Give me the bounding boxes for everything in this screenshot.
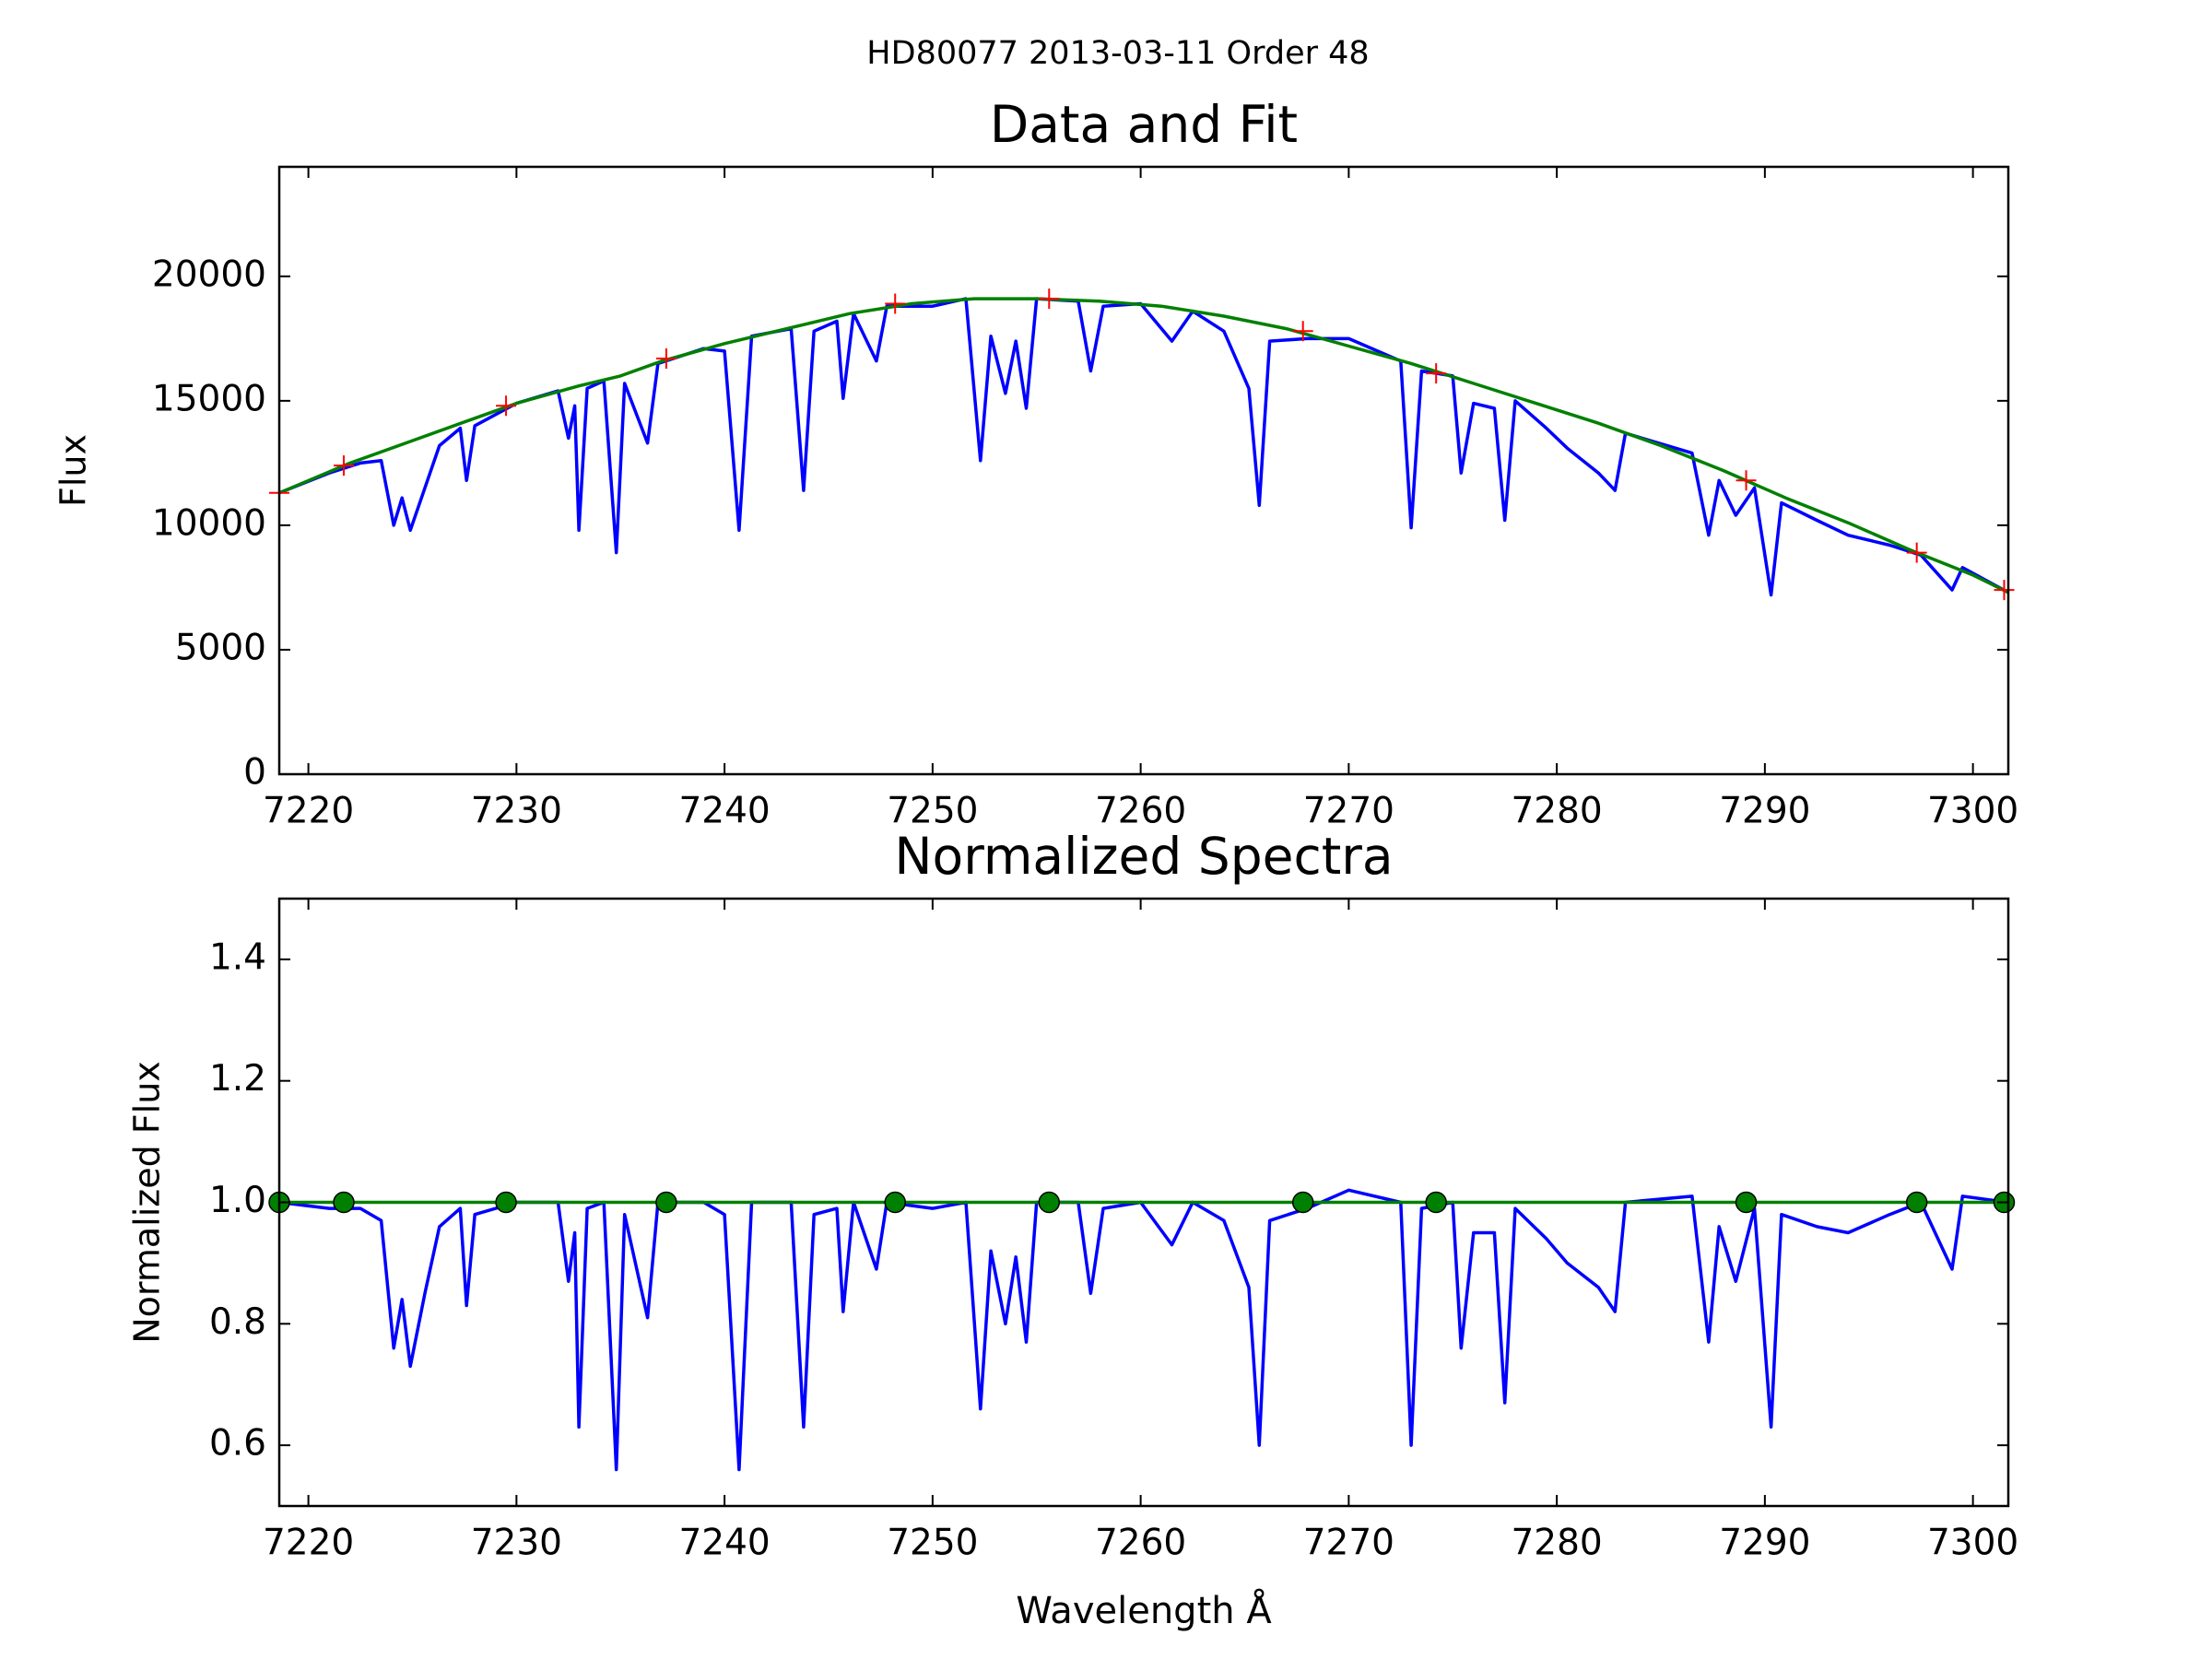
x-tick-label: 7230 <box>471 1523 562 1564</box>
series-line <box>278 1188 2009 1472</box>
fit-point <box>1994 580 2015 601</box>
x-tick-label: 7250 <box>887 1523 978 1564</box>
y-tick-label: 1.0 <box>209 1180 266 1221</box>
x-tick-label: 7300 <box>1927 1523 2018 1564</box>
y-tick-label: 5000 <box>175 627 266 668</box>
y-tick-label: 20000 <box>152 253 266 295</box>
x-tick-label: 7250 <box>887 791 978 832</box>
plot-area <box>269 288 2015 601</box>
x-tick-label: 7270 <box>1303 1523 1394 1564</box>
y-tick-label: 0.8 <box>209 1301 266 1343</box>
x-tick-label: 7280 <box>1511 791 1602 832</box>
y-tick-label: 1.2 <box>209 1058 266 1100</box>
axes-title: Data and Fit <box>990 95 1298 154</box>
axes-frame <box>277 165 2010 776</box>
x-tick-label: 7280 <box>1511 1523 1602 1564</box>
fit-point <box>1039 288 1060 310</box>
fit-point <box>1735 1191 1758 1214</box>
series-line <box>278 297 2009 594</box>
fit-point <box>1291 1191 1314 1214</box>
y-tick-label: 1.4 <box>209 936 266 978</box>
x-tick-label: 7220 <box>263 1523 354 1564</box>
x-tick-label: 7290 <box>1719 791 1810 832</box>
fit-point <box>885 293 906 314</box>
fit-point <box>1425 1191 1447 1214</box>
y-axis-label: Normalized Flux <box>127 1061 168 1344</box>
fit-point <box>333 1191 355 1214</box>
y-tick-label: 15000 <box>152 378 266 419</box>
fit-point <box>1426 363 1447 384</box>
fit-point <box>655 347 677 369</box>
fit-point <box>655 1191 677 1214</box>
axes-title: Normalized Spectra <box>894 827 1393 886</box>
x-tick-label: 7260 <box>1095 1523 1186 1564</box>
fit-point <box>1906 542 1927 563</box>
x-tick-label: 7290 <box>1719 1523 1810 1564</box>
y-tick-label: 0.6 <box>209 1423 266 1465</box>
fit-point <box>1292 321 1313 342</box>
x-tick-label: 7260 <box>1095 791 1186 832</box>
fit-point <box>496 395 517 417</box>
x-tick-label: 7240 <box>678 791 770 832</box>
plot-area <box>268 1188 2016 1472</box>
fit-point <box>495 1191 517 1214</box>
fit-point <box>1905 1191 1928 1214</box>
x-tick-label: 7230 <box>471 791 562 832</box>
fit-point <box>1735 470 1757 491</box>
x-tick-label: 7240 <box>678 1523 770 1564</box>
x-tick-label: 7300 <box>1927 791 2018 832</box>
x-axis-label: Wavelength Å <box>1016 1588 1272 1632</box>
figure-title: HD80077 2013-03-11 Order 48 <box>866 35 1369 72</box>
x-tick-label: 7270 <box>1303 791 1394 832</box>
y-tick-label: 0 <box>243 752 266 794</box>
fit-point <box>333 455 354 477</box>
y-tick-label: 10000 <box>152 502 266 544</box>
x-tick-label: 7220 <box>263 791 354 832</box>
fit-point <box>1038 1191 1061 1214</box>
y-axis-label: Flux <box>53 434 94 507</box>
fit-point <box>884 1191 906 1214</box>
